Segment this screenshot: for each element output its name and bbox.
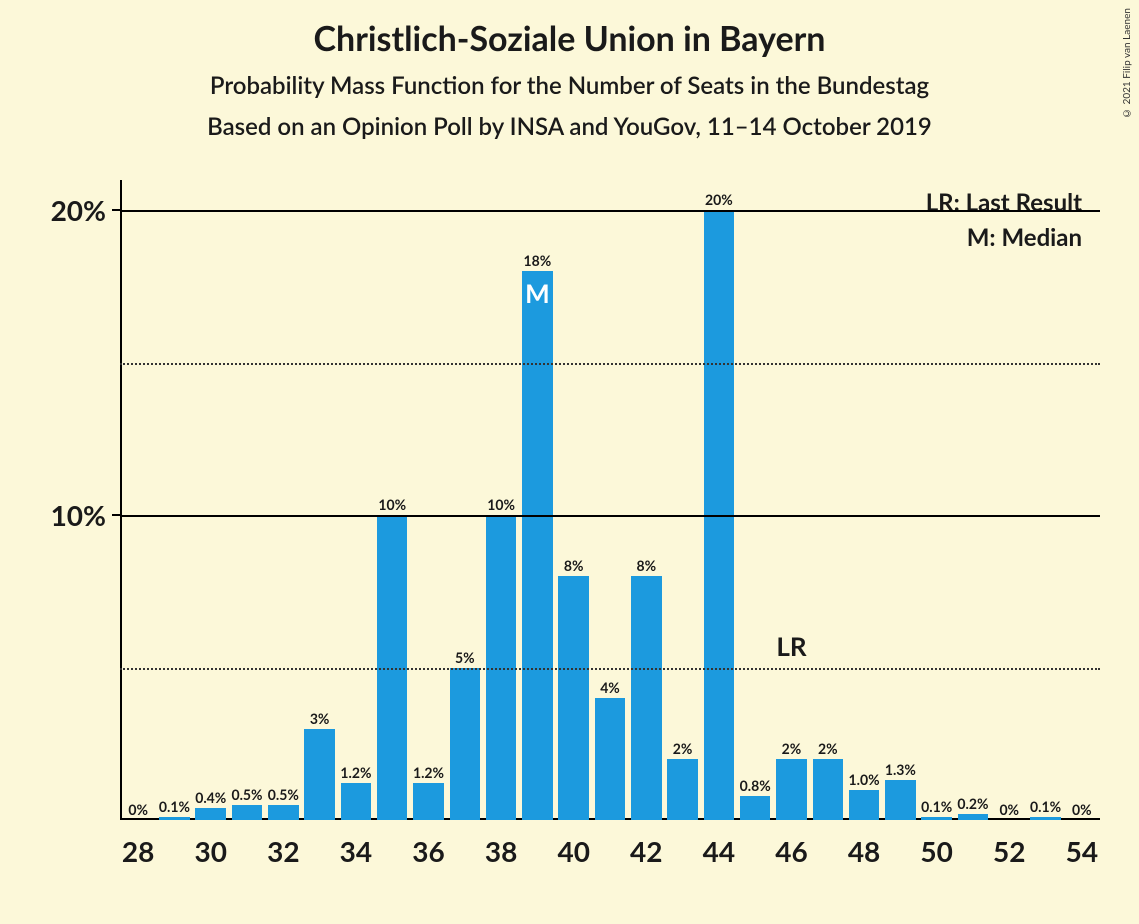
- bar-value-label: 0.8%: [740, 777, 771, 796]
- bar-value-label: 0%: [999, 801, 1019, 820]
- bar: 1.2%: [413, 783, 443, 820]
- bar-value-label: 2%: [782, 740, 802, 759]
- y-tick-mark: [112, 514, 120, 516]
- bar: 1.0%: [849, 790, 879, 820]
- bar: 0.5%: [232, 805, 262, 820]
- bars-layer: 0%0.1%0.4%0.5%0.5%3%1.2%10%1.2%5%10%18%8…: [120, 180, 1100, 820]
- x-tick-label: 28: [122, 820, 154, 868]
- bar-value-label: 2%: [818, 740, 838, 759]
- bar-value-label: 10%: [378, 496, 406, 515]
- bar-value-label: 1.0%: [849, 771, 880, 790]
- median-marker: M: [525, 277, 550, 309]
- bar-value-label: 5%: [455, 649, 475, 668]
- bar-value-label: 1.2%: [413, 764, 444, 783]
- bar-value-label: 0.1%: [159, 798, 190, 817]
- bar-value-label: 8%: [564, 557, 584, 576]
- bar-value-label: 0%: [128, 801, 148, 820]
- bar: 0.1%: [1030, 817, 1060, 820]
- bar: 1.2%: [341, 783, 371, 820]
- gridline-minor: [120, 668, 1100, 670]
- y-tick-label: 20%: [51, 193, 120, 227]
- bar-value-label: 20%: [705, 191, 733, 210]
- bar-value-label: 0.2%: [957, 795, 988, 814]
- gridline-major: [120, 210, 1100, 212]
- x-tick-label: 42: [630, 820, 662, 868]
- bar: 0.4%: [195, 808, 225, 820]
- bar: 1.3%: [885, 780, 915, 820]
- bar: 2%: [776, 759, 806, 820]
- gridline-major: [120, 515, 1100, 517]
- bar: 0.1%: [159, 817, 189, 820]
- y-tick-mark: [112, 209, 120, 211]
- x-tick-label: 36: [412, 820, 444, 868]
- bar: 0.5%: [268, 805, 298, 820]
- x-tick-label: 40: [557, 820, 589, 868]
- bar: 4%: [595, 698, 625, 820]
- bar-value-label: 10%: [487, 496, 515, 515]
- bar-value-label: 4%: [600, 679, 620, 698]
- bar-value-label: 3%: [310, 710, 330, 729]
- chart-titles: Christlich-Soziale Union in Bayern Proba…: [0, 0, 1139, 141]
- x-tick-label: 48: [848, 820, 880, 868]
- bar-value-label: 0.4%: [195, 789, 226, 808]
- copyright-text: © 2021 Filip van Laenen: [1121, 8, 1133, 119]
- x-tick-label: 38: [485, 820, 517, 868]
- bar-value-label: 0.1%: [1030, 798, 1061, 817]
- bar-value-label: 0%: [1072, 801, 1092, 820]
- bar-value-label: 1.2%: [340, 764, 371, 783]
- gridline-minor: [120, 363, 1100, 365]
- bar-value-label: 0.5%: [231, 786, 262, 805]
- bar-value-label: 0.5%: [268, 786, 299, 805]
- y-tick-label: 10%: [51, 498, 120, 532]
- bar: 2%: [813, 759, 843, 820]
- bar: 3%: [304, 729, 334, 820]
- bar-value-label: 18%: [524, 252, 552, 271]
- title-main: Christlich-Soziale Union in Bayern: [0, 18, 1139, 59]
- x-tick-label: 32: [267, 820, 299, 868]
- chart-container: © 2021 Filip van Laenen Christlich-Sozia…: [0, 0, 1139, 924]
- title-sub1: Probability Mass Function for the Number…: [0, 71, 1139, 100]
- last-result-marker: LR: [776, 630, 806, 662]
- x-tick-label: 44: [703, 820, 735, 868]
- bar: 0.2%: [958, 814, 988, 820]
- bar-value-label: 1.3%: [885, 761, 916, 780]
- x-tick-label: 54: [1066, 820, 1098, 868]
- bar: 8%: [631, 576, 661, 820]
- bar-value-label: 8%: [636, 557, 656, 576]
- bar-value-label: 2%: [673, 740, 693, 759]
- bar: 5%: [450, 668, 480, 820]
- bar: 2%: [667, 759, 697, 820]
- plot-area: LR: Last Result M: Median 0%0.1%0.4%0.5%…: [120, 180, 1100, 820]
- bar: 18%: [522, 271, 552, 820]
- bar: 0.8%: [740, 796, 770, 820]
- x-tick-label: 34: [340, 820, 372, 868]
- title-sub2: Based on an Opinion Poll by INSA and You…: [0, 112, 1139, 141]
- x-tick-label: 50: [920, 820, 952, 868]
- bar-value-label: 0.1%: [921, 798, 952, 817]
- x-tick-label: 46: [775, 820, 807, 868]
- x-tick-label: 52: [993, 820, 1025, 868]
- x-tick-label: 30: [194, 820, 226, 868]
- bar: 8%: [558, 576, 588, 820]
